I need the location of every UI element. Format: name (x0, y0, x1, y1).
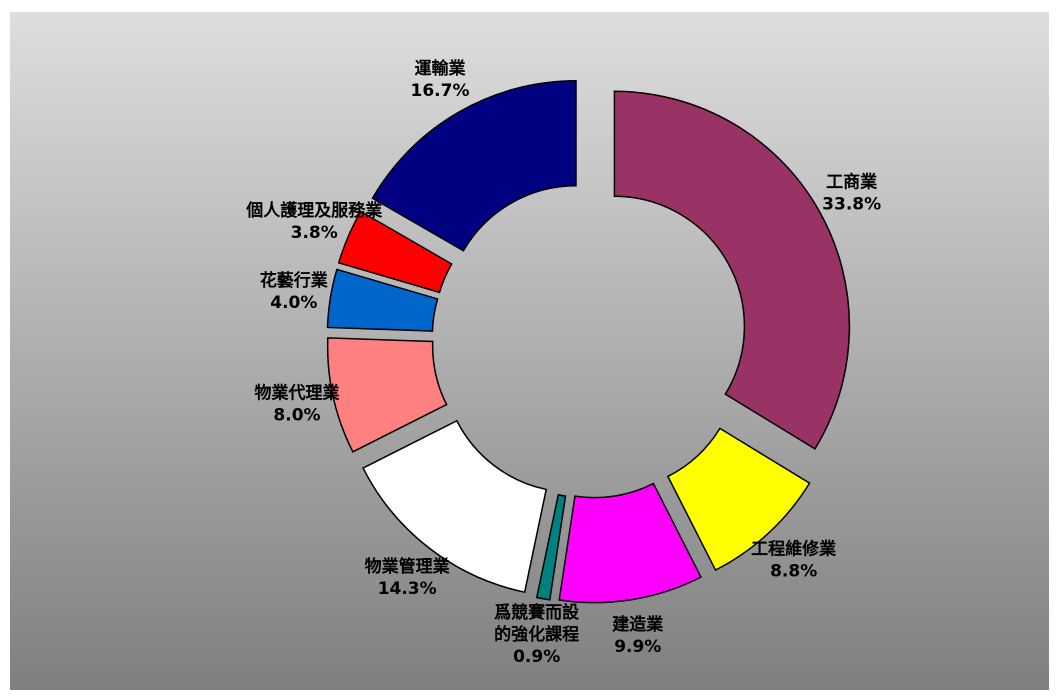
slice-label: 工商業 (826, 171, 877, 192)
donut-slice (371, 80, 577, 252)
value-label: 4.0% (270, 293, 317, 313)
value-label: 8.0% (273, 405, 320, 425)
value-label: 0.9% (513, 647, 560, 667)
value-label: 14.3% (378, 579, 437, 599)
slice-label: 運輸業 (415, 58, 466, 79)
value-label: 8.8% (770, 561, 817, 581)
value-label: 33.8% (822, 194, 881, 214)
value-label: 3.8% (291, 223, 338, 243)
slice-label: 建造業 (612, 614, 663, 635)
donut-slice (613, 90, 851, 450)
donut-slice (337, 210, 453, 294)
value-label: 16.7% (411, 81, 470, 101)
slice-label: 物業管理業 (365, 556, 450, 577)
donut-slice (535, 493, 567, 601)
slice-label: 花藝行業 (260, 270, 328, 291)
donut-slice (666, 427, 811, 572)
donut-slice (362, 419, 548, 594)
donut-slice (326, 337, 448, 453)
slice-label: 工程維修業 (751, 538, 836, 559)
donut-slice (326, 268, 439, 332)
slice-label: 個人護理及服務業 (245, 200, 382, 221)
slice-label: 爲競賽而設的強化課程 (494, 602, 580, 645)
donut-slice (558, 482, 702, 604)
value-label: 9.9% (614, 637, 661, 657)
slice-label: 物業代理業 (254, 382, 339, 403)
